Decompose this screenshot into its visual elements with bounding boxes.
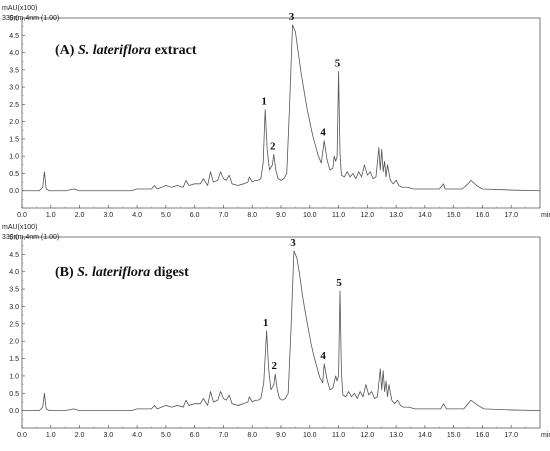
x-tick-label: 2.0 [75, 432, 85, 439]
x-tick-label: 0.0 [17, 432, 27, 439]
x-tick-label: 15.0 [447, 432, 461, 439]
panel-title: (A) S. lateriflora extract [55, 43, 197, 58]
y-tick-label: 2.0 [9, 339, 19, 346]
peak-label: 2 [271, 360, 277, 372]
x-tick-label: 4.0 [132, 212, 142, 219]
x-tick-label: 2.0 [75, 212, 85, 219]
x-tick-label: 0.0 [17, 212, 27, 219]
y-axis-label: mAU(x100) [2, 224, 37, 231]
y-tick-label: 4.0 [9, 50, 19, 57]
panel-title-species: S. lateriflora [77, 265, 150, 280]
x-tick-label: 3.0 [103, 432, 113, 439]
x-tick-label: 7.0 [219, 212, 229, 219]
x-tick-label: 11.0 [332, 432, 345, 439]
x-tick-label: 10.0 [303, 212, 317, 219]
y-tick-label: 1.0 [9, 373, 19, 380]
peak-label: 1 [261, 96, 267, 108]
x-unit-label: min [541, 432, 550, 439]
x-tick-label: 11.0 [332, 212, 345, 219]
peak-label: 4 [320, 350, 326, 362]
x-tick-label: 10.0 [303, 432, 317, 439]
y-tick-label: 3.5 [9, 287, 19, 294]
chart-panel: mAU(x100) 330nm,4nm (1.00) 0.0 0.5 1.0 1.5 2.0… [2, 224, 550, 439]
x-tick-label: 6.0 [190, 212, 200, 219]
x-tick-label: 14.0 [418, 432, 432, 439]
x-tick-label: 16.0 [476, 432, 490, 439]
y-tick-label: 0.5 [9, 391, 19, 398]
y-tick-label: 0.0 [9, 188, 19, 195]
y-tick-label: 1.0 [9, 154, 19, 161]
x-tick-label: 9.0 [276, 212, 286, 219]
x-tick-label: 12.0 [361, 212, 375, 219]
y-tick-label: 4.5 [9, 252, 19, 259]
panel-title-prefix: (B) [55, 265, 77, 280]
x-tick-label: 9.0 [276, 432, 286, 439]
chromatogram-trace [22, 250, 541, 412]
y-tick-label: 3.0 [9, 304, 19, 311]
x-tick-label: 16.0 [476, 212, 490, 219]
y-tick-label: 0.0 [9, 408, 19, 415]
x-tick-label: 8.0 [247, 212, 257, 219]
peak-label: 5 [336, 277, 342, 289]
detector-label: 330nm,4nm (1.00) [2, 234, 59, 241]
x-tick-label: 6.0 [190, 432, 200, 439]
panel-title-suffix: digest [150, 265, 189, 280]
x-tick-label: 8.0 [247, 432, 257, 439]
x-tick-label: 5.0 [161, 432, 171, 439]
y-tick-label: 2.0 [9, 119, 19, 126]
peak-label: 5 [335, 58, 341, 70]
x-tick-label: 15.0 [447, 212, 461, 219]
peak-label: 4 [320, 127, 326, 139]
y-tick-label: 2.5 [9, 321, 19, 328]
peak-label: 3 [290, 237, 296, 249]
y-axis-label: mAU(x100) [2, 5, 37, 12]
y-tick-label: 1.5 [9, 136, 19, 143]
detector-label: 330nm,4nm (1.00) [2, 15, 59, 22]
chromatogram-trace [22, 24, 541, 192]
x-tick-label: 14.0 [418, 212, 432, 219]
x-tick-label: 13.0 [389, 212, 403, 219]
y-tick-label: 4.0 [9, 269, 19, 276]
panel-title: (B) S. lateriflora digest [55, 265, 189, 280]
y-tick-label: 4.5 [9, 33, 19, 40]
peak-label: 3 [289, 11, 295, 23]
x-tick-label: 17.0 [504, 212, 518, 219]
x-tick-label: 17.0 [504, 432, 518, 439]
peak-label: 2 [270, 140, 276, 152]
chart-panel: mAU(x100) 330nm,4nm (1.00) 0.0 0.5 1.0 1.5 2.0… [2, 5, 550, 219]
panel-title-prefix: (A) [55, 43, 78, 58]
x-tick-label: 5.0 [161, 212, 171, 219]
x-tick-label: 13.0 [389, 432, 403, 439]
y-tick-label: 5.0 [9, 16, 19, 23]
x-tick-label: 3.0 [103, 212, 113, 219]
y-tick-label: 3.0 [9, 85, 19, 92]
y-tick-label: 0.5 [9, 171, 19, 178]
panel-title-species: S. lateriflora [78, 43, 151, 58]
y-tick-label: 5.0 [9, 235, 19, 242]
y-tick-label: 1.5 [9, 356, 19, 363]
y-tick-label: 2.5 [9, 102, 19, 109]
x-tick-label: 1.0 [46, 432, 56, 439]
x-tick-label: 7.0 [219, 432, 229, 439]
x-tick-label: 1.0 [46, 212, 56, 219]
x-unit-label: min [541, 212, 550, 219]
panel-title-suffix: extract [151, 43, 197, 58]
x-tick-label: 4.0 [132, 432, 142, 439]
y-tick-label: 3.5 [9, 67, 19, 74]
peak-label: 1 [263, 317, 269, 329]
x-tick-label: 12.0 [361, 432, 375, 439]
